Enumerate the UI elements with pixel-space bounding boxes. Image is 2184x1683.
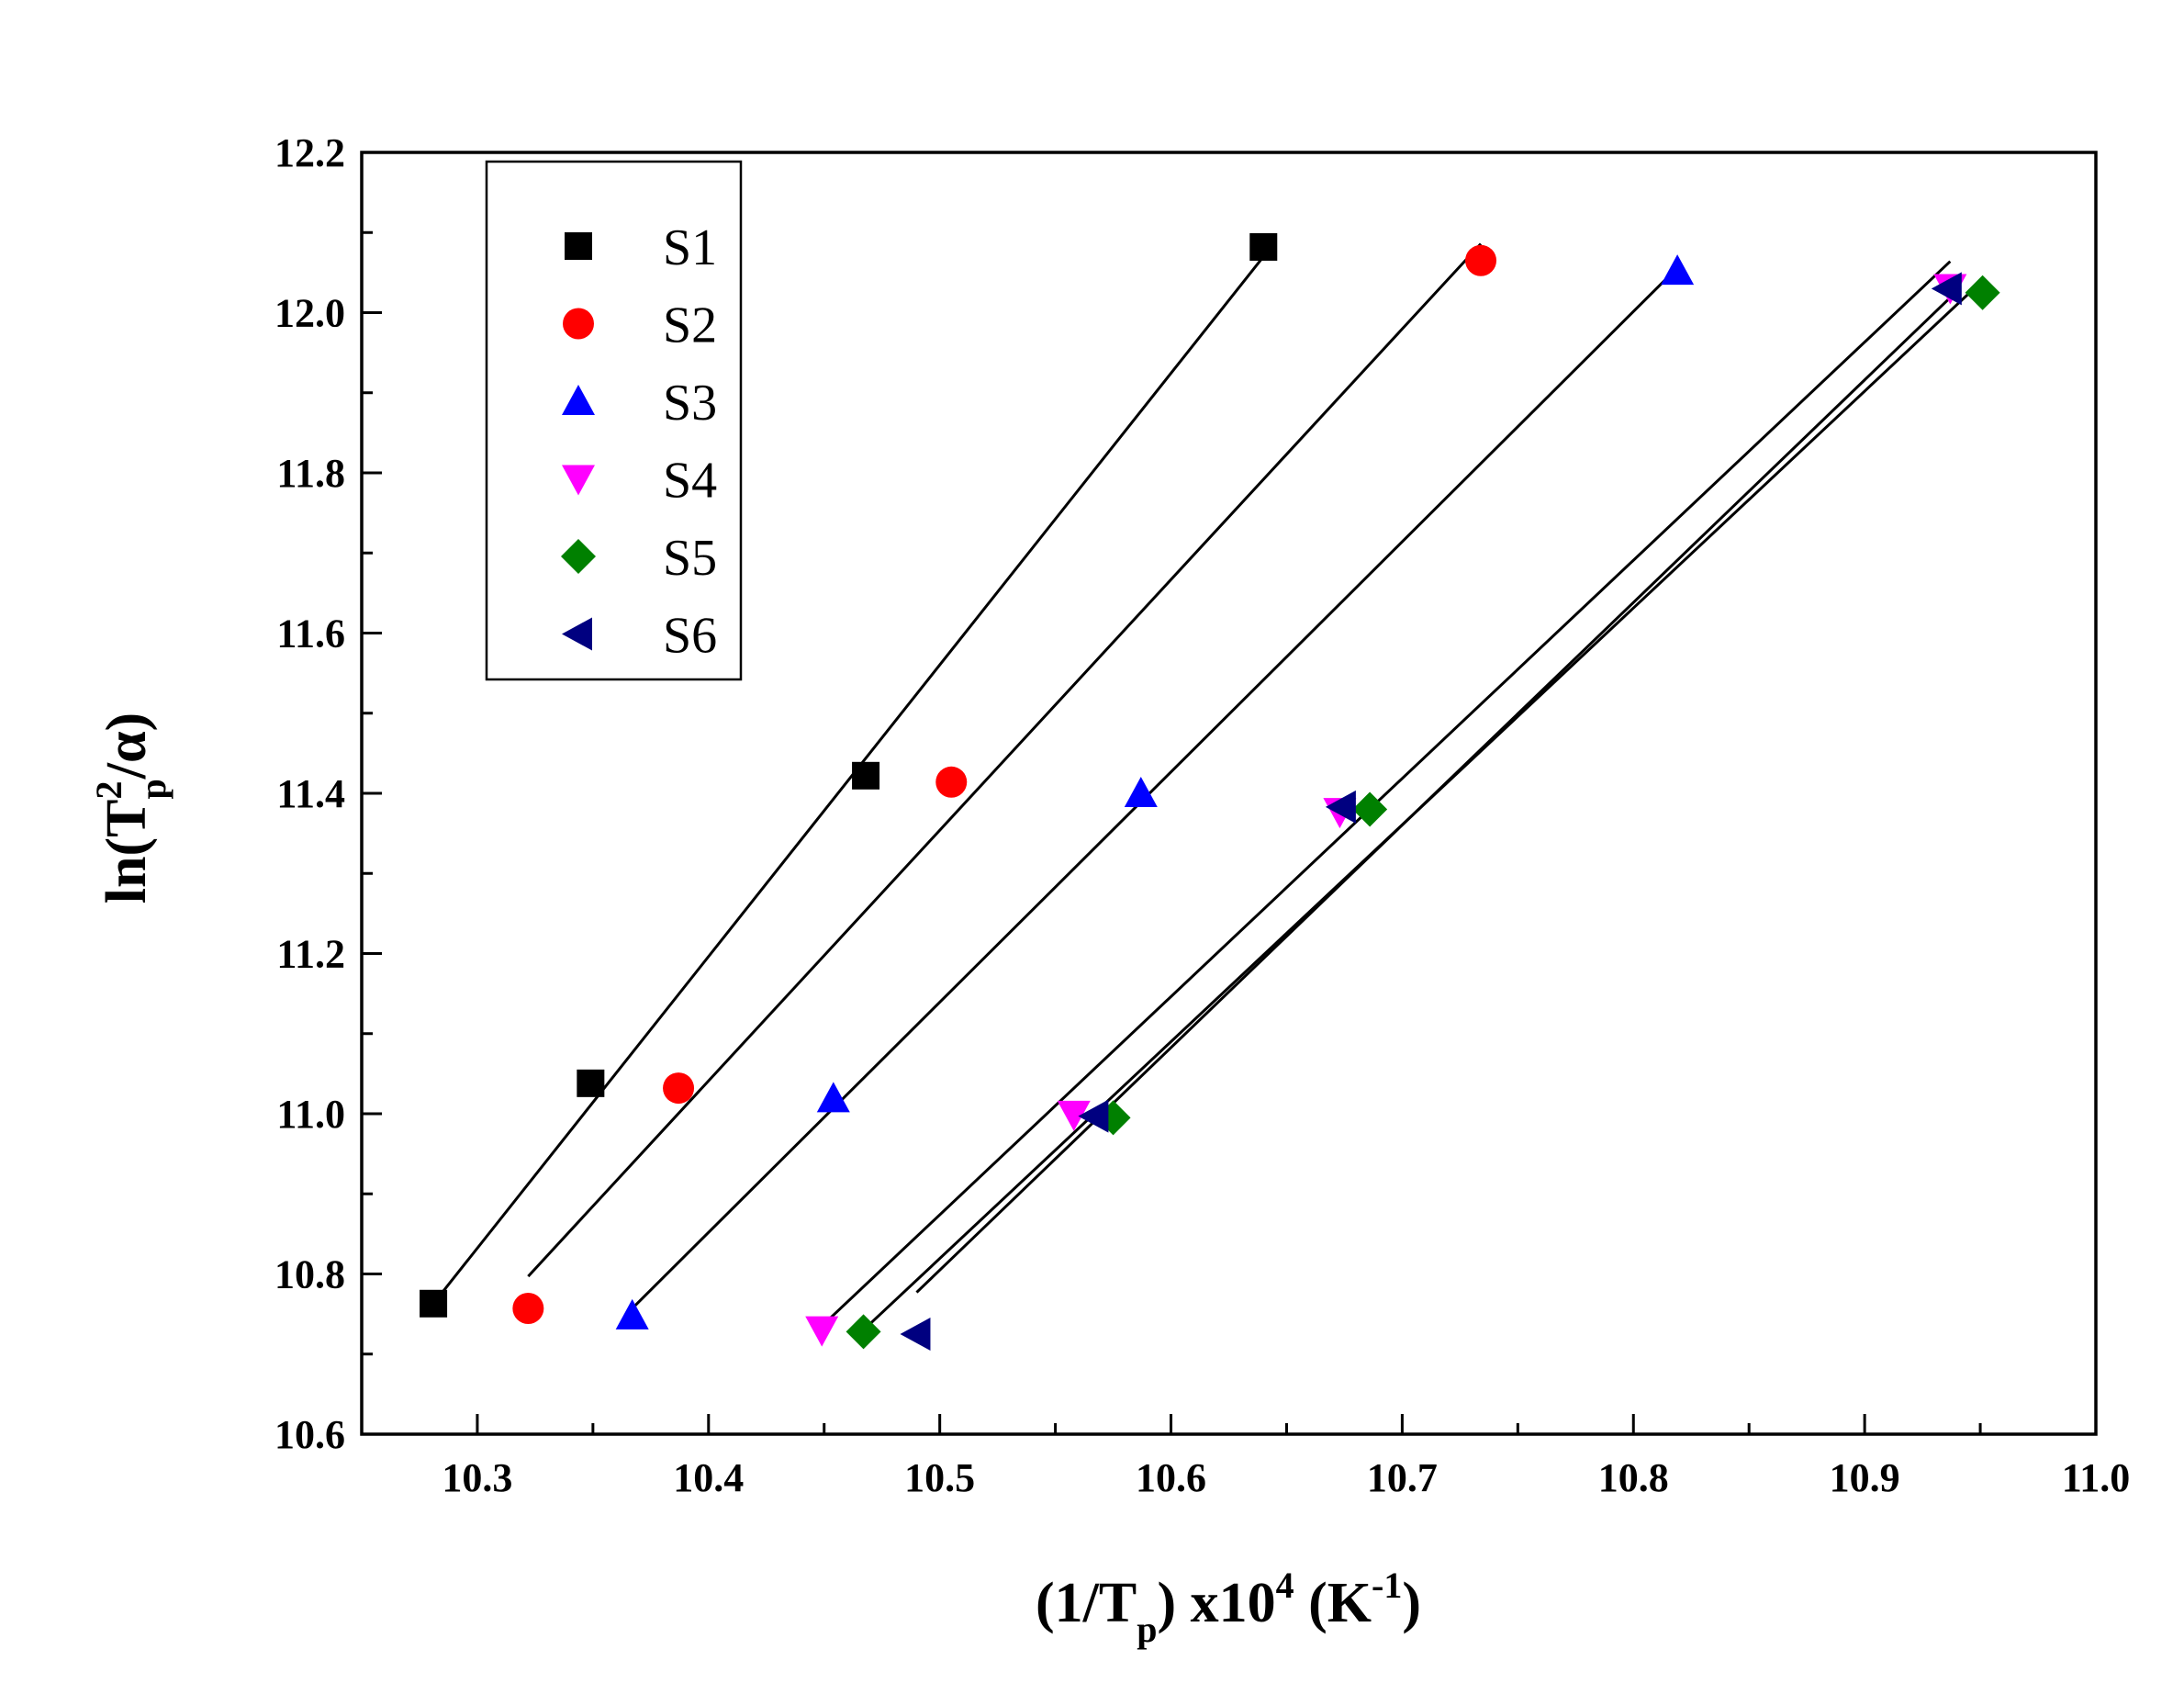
- point-s4: [805, 1316, 839, 1347]
- legend: S1 S2 S3 S4 S5 S6: [561, 219, 717, 665]
- point-s6: [900, 1317, 931, 1351]
- legend-label-s4: S4: [663, 453, 717, 510]
- x-tick-label: 11.0: [2062, 1455, 2131, 1500]
- x-tick-label: 10.9: [1830, 1455, 1900, 1500]
- point-s1: [852, 761, 880, 790]
- legend-label-s2: S2: [663, 297, 717, 354]
- point-s1: [420, 1289, 448, 1318]
- legend-label-s1: S1: [663, 219, 717, 276]
- point-s6: [1325, 790, 1356, 824]
- y-tick-label: 11.0: [276, 1092, 345, 1137]
- fit-lines: [431, 242, 1984, 1331]
- y-axis-ticks: 10.6 10.8 11.0 11.2 11.4 11.6 11.8 12.0 12.2: [274, 130, 382, 1457]
- y-tick-label: 12.0: [274, 291, 345, 336]
- point-s5: [1352, 791, 1388, 827]
- point-s4: [1057, 1100, 1091, 1131]
- x-tick-label: 10.8: [1598, 1455, 1669, 1500]
- legend-box: [485, 160, 743, 681]
- fit-line-s2: [527, 242, 1483, 1278]
- legend-label-s3: S3: [663, 375, 717, 432]
- legend-marker-s3: [562, 385, 595, 415]
- y-tick-label: 10.8: [274, 1252, 345, 1297]
- legend-label-s6: S6: [663, 608, 717, 665]
- x-axis-ticks: 10.3 10.4 10.5 10.6 10.7 10.8 10.9 11.0: [360, 1414, 2131, 1500]
- point-s2: [935, 766, 968, 798]
- fit-line-s4: [821, 260, 1952, 1328]
- y-tick-label: 10.6: [274, 1412, 345, 1457]
- point-s6: [1931, 272, 1962, 306]
- legend-marker-s1: [565, 232, 592, 260]
- point-s1: [1249, 232, 1278, 261]
- legend-label-s5: S5: [663, 530, 717, 587]
- point-s3: [816, 1082, 850, 1113]
- x-tick-label: 10.4: [673, 1455, 744, 1500]
- fit-line-s1: [431, 255, 1265, 1305]
- legend-marker-s5: [561, 539, 596, 574]
- y-tick-label: 11.4: [276, 771, 345, 816]
- point-s1: [577, 1069, 605, 1097]
- y-tick-label: 11.6: [276, 611, 345, 656]
- x-axis-title: (1/Tp) x104 (K-1): [1036, 1565, 1421, 1650]
- y-axis-title: ln(T2p/α): [88, 712, 174, 903]
- data-points: [420, 232, 2000, 1351]
- fit-line-s3: [631, 266, 1679, 1310]
- point-s5: [846, 1314, 881, 1350]
- x-tick-label: 10.7: [1367, 1455, 1438, 1500]
- point-s6: [1078, 1099, 1109, 1133]
- point-s3: [615, 1298, 649, 1330]
- point-s3: [1124, 777, 1158, 807]
- y-tick-label: 11.2: [276, 932, 345, 977]
- x-tick-label: 10.6: [1136, 1455, 1206, 1500]
- legend-marker-s4: [562, 465, 595, 496]
- x-tick-label: 10.5: [904, 1455, 975, 1500]
- point-s3: [1661, 254, 1695, 286]
- point-s2: [1465, 244, 1497, 276]
- point-s5: [1965, 275, 2000, 310]
- point-s2: [663, 1072, 695, 1105]
- y-tick-label: 12.2: [274, 130, 345, 175]
- y-tick-label: 11.8: [276, 451, 345, 496]
- point-s2: [512, 1293, 544, 1325]
- legend-marker-s6: [562, 617, 592, 651]
- fit-line-s6: [915, 298, 1949, 1294]
- x-tick-label: 10.3: [442, 1455, 512, 1500]
- legend-marker-s2: [563, 308, 594, 340]
